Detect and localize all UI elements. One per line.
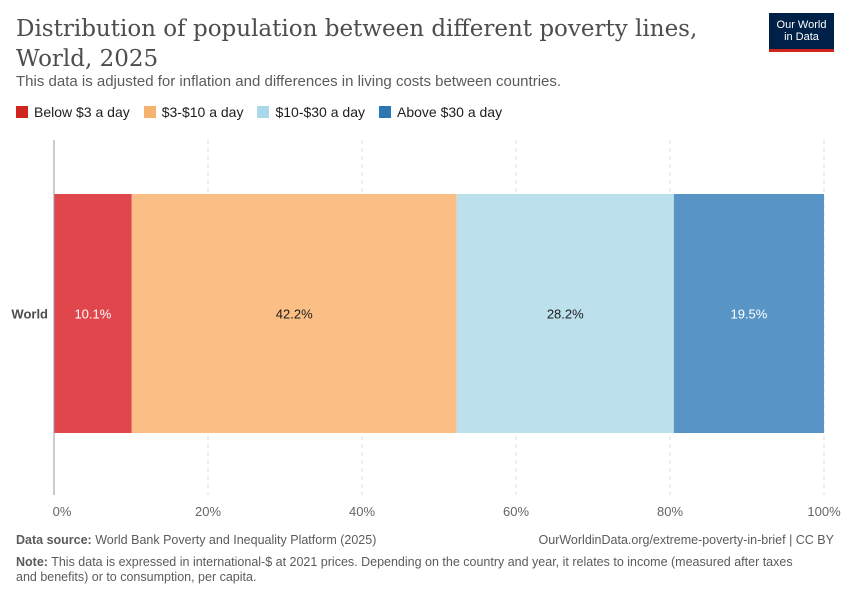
stacked-bar-chart: 0% 20% 40% 60% 80% 100% 10.1% 42.2% 28.2% 19.5% Wo… [11,140,841,519]
legend-label: Above $30 a day [397,104,503,120]
category-label: World [11,307,48,322]
legend-item-above-30[interactable]: Above $30 a day [379,104,502,120]
legend-item-10-30[interactable]: $10-$30 a day [257,104,365,120]
x-tick-label: 60% [503,504,529,519]
data-label: 28.2% [547,307,584,322]
data-source: Data source: World Bank Poverty and Ineq… [16,533,834,547]
x-tick-label: 40% [349,504,375,519]
source-url-link[interactable]: OurWorldinData.org/extreme-poverty-in-br… [538,533,834,547]
legend-swatch [16,106,28,118]
source-text: World Bank Poverty and Inequality Platfo… [95,533,377,547]
legend-item-below-3[interactable]: Below $3 a day [16,104,130,120]
bar-segment [131,194,457,433]
legend-swatch [143,106,156,118]
legend-swatch [257,106,270,118]
note-text: This data is expressed in international-… [16,555,793,584]
legend: Below $3 a day $3-$10 a day $10-$30 a da… [16,104,502,120]
data-label: 19.5% [730,307,767,322]
x-tick-label: 0% [53,504,72,519]
data-label: 42.2% [276,307,313,322]
bar-segment [456,194,674,433]
source-label: Data source: [16,533,92,547]
x-tick-label: 20% [195,504,221,519]
legend-item-3-10[interactable]: $3-$10 a day [143,104,244,120]
note-label: Note: [16,555,48,569]
bar-segment [673,194,824,433]
legend-swatch [379,106,391,118]
legend-label: $10-$30 a day [275,104,365,120]
legend-label: $3-$10 a day [161,104,244,120]
chart-subtitle: This data is adjusted for inflation and … [16,73,562,90]
logo-line-2: in Data [784,31,819,43]
logo-line-1: Our World [776,19,827,31]
chart-note: Note: This data is expressed in internat… [16,555,816,585]
bar-segment [54,194,132,433]
x-tick-label: 100% [807,504,841,519]
legend-label: Below $3 a day [34,104,130,120]
x-tick-label: 80% [657,504,683,519]
chart-title: Distribution of population between diffe… [16,16,698,72]
owid-logo[interactable]: Our World in Data [769,13,834,52]
data-label: 10.1% [74,307,111,322]
